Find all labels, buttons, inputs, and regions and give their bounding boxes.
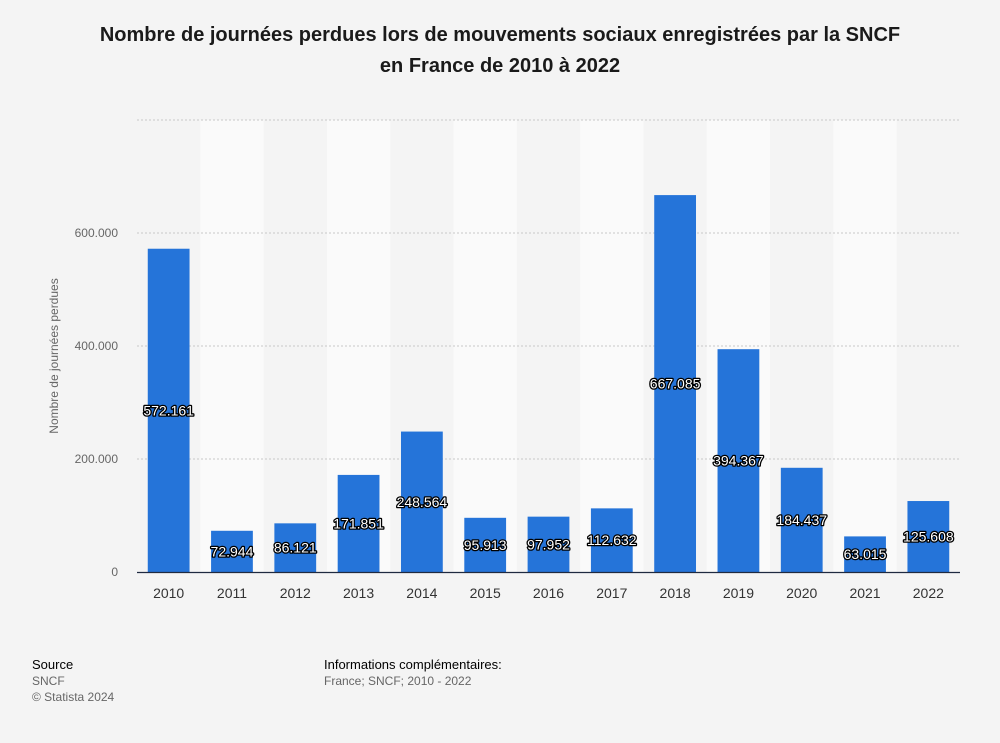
y-tick-label: 600.000 [75, 226, 119, 240]
data-label: 112.632 [587, 532, 637, 548]
x-tick-label: 2013 [343, 585, 374, 601]
bar-2013 [337, 474, 380, 572]
data-label: 95.913 [464, 537, 507, 553]
y-tick-label: 400.000 [75, 339, 119, 353]
data-label: 394.367 [713, 453, 764, 469]
data-label: 667.085 [650, 376, 701, 392]
source-block: Source SNCF © Statista 2024 [32, 657, 114, 705]
chart-title: Nombre de journées perdues lors de mouve… [40, 20, 960, 82]
data-label: 97.952 [527, 536, 570, 552]
bar-2011 [211, 530, 253, 572]
chart-title-line-2: en France de 2010 à 2022 [379, 55, 621, 77]
x-tick-label: 2012 [280, 585, 311, 601]
y-tick-label: 0 [111, 565, 118, 579]
x-tick-label: 2011 [217, 585, 247, 601]
x-tick-label: 2016 [533, 585, 564, 601]
bar-2015 [464, 517, 507, 572]
source-label: Source [32, 657, 74, 672]
bar-2012 [274, 523, 317, 572]
chart-title-line-1: Nombre de journées perdues lors de mouve… [99, 24, 901, 46]
x-tick-label: 2015 [470, 585, 501, 601]
bar-2017 [590, 508, 633, 572]
bar-2019 [717, 349, 760, 572]
x-tick-label: 2021 [849, 585, 880, 601]
bar-2022 [907, 501, 950, 572]
info-block: Informations complémentaires: France; SN… [324, 657, 502, 689]
data-label: 171.851 [333, 515, 384, 531]
data-label: 86.121 [274, 540, 317, 556]
bar-2018 [654, 195, 697, 572]
bar-2014 [400, 431, 443, 572]
x-tick-label: 2022 [913, 585, 944, 601]
copyright[interactable]: © Statista 2024 [32, 690, 115, 704]
data-label: 572.161 [143, 402, 194, 418]
bar-2010 [147, 248, 190, 572]
x-tick-label: 2020 [786, 585, 817, 601]
data-label: 63.015 [844, 546, 887, 562]
data-label: 72.944 [211, 543, 254, 559]
x-tick-label: 2019 [723, 585, 754, 601]
x-tick-label: 2018 [660, 585, 691, 601]
data-label: 125.608 [903, 529, 954, 545]
info-value: France; SNCF; 2010 - 2022 [324, 674, 472, 688]
data-label: 184.437 [776, 512, 827, 528]
bar-2020 [780, 467, 823, 572]
data-label: 248.564 [397, 494, 448, 510]
info-label: Informations complémentaires: [324, 657, 502, 672]
y-tick-label: 200.000 [75, 452, 119, 466]
bar-2021 [844, 536, 886, 572]
y-axis-label: Nombre de journées perdues [47, 278, 61, 433]
bar-2016 [527, 516, 570, 572]
x-tick-label: 2017 [596, 585, 627, 601]
x-tick-label: 2014 [406, 585, 437, 601]
source-value[interactable]: SNCF [32, 674, 65, 688]
x-tick-label: 2010 [153, 585, 184, 601]
